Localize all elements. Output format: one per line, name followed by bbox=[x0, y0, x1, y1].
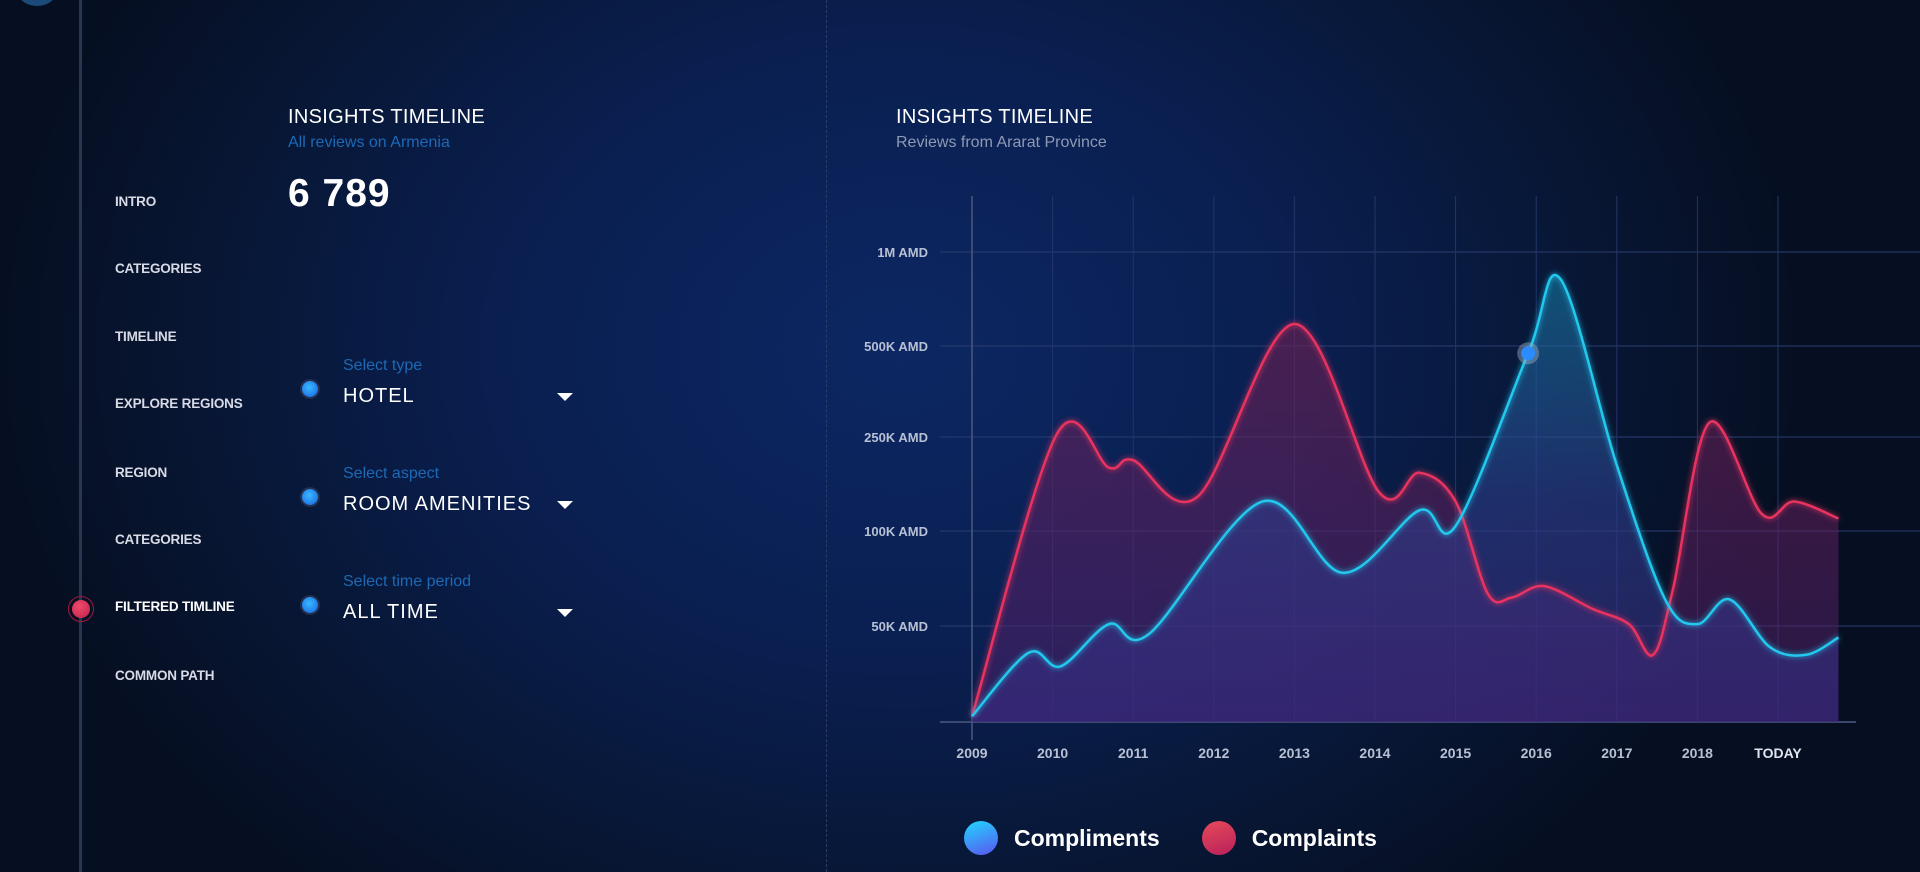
nav-item-timeline[interactable]: TIMELINE bbox=[115, 329, 177, 344]
x-tick-label: 2015 bbox=[1440, 745, 1471, 761]
filter-aspect-bullet-icon bbox=[302, 489, 318, 505]
x-tick-label: 2010 bbox=[1037, 745, 1068, 761]
legend-swatch-complaints bbox=[1201, 821, 1236, 855]
x-tick-label: 2011 bbox=[1118, 745, 1149, 761]
nav-item-intro[interactable]: INTRO bbox=[115, 194, 156, 209]
filter-aspect-select[interactable]: ROOM AMENITIES bbox=[343, 493, 532, 515]
legend: Compliments Complaints bbox=[964, 821, 1377, 855]
nav-item-filtered-timline[interactable]: FILTERED TIMLINE bbox=[115, 599, 235, 614]
filter-time-period-label: Select time period bbox=[343, 573, 472, 590]
chart-title: INSIGHTS TIMELINE bbox=[896, 106, 1093, 128]
x-tick-label: TODAY bbox=[1754, 745, 1802, 761]
filter-time-period-bullet-icon bbox=[302, 597, 318, 613]
x-tick-label: 2009 bbox=[956, 745, 987, 761]
total-reviews-count: 6 789 bbox=[288, 172, 391, 215]
y-tick-label: 500K AMD bbox=[864, 339, 928, 354]
y-tick-label: 250K AMD bbox=[864, 430, 928, 445]
summary-title: INSIGHTS TIMELINE bbox=[288, 106, 485, 128]
filter-aspect-chevron-down-icon[interactable] bbox=[557, 501, 573, 509]
filter-type-chevron-down-icon[interactable] bbox=[557, 393, 573, 401]
legend-label-complaints: Complaints bbox=[1251, 824, 1377, 851]
legend-swatch-compliments bbox=[964, 821, 998, 855]
filter-time-period-select[interactable]: ALL TIME bbox=[343, 601, 439, 623]
nav-rail bbox=[79, 0, 82, 872]
nav-item-categories[interactable]: CATEGORIES bbox=[115, 261, 202, 276]
active-nav-indicator bbox=[68, 596, 94, 622]
nav-item-categories[interactable]: CATEGORIES bbox=[115, 532, 202, 547]
nav-item-common-path[interactable]: COMMON PATH bbox=[115, 668, 215, 683]
filter-type-bullet-icon bbox=[302, 381, 318, 397]
summary-subtitle: All reviews on Armenia bbox=[288, 134, 450, 151]
x-tick-label: 2016 bbox=[1521, 745, 1552, 761]
filter-type-select[interactable]: HOTEL bbox=[343, 385, 415, 407]
filter-aspect-label: Select aspect bbox=[343, 465, 440, 482]
nav-item-explore-regions[interactable]: EXPLORE REGIONS bbox=[115, 396, 243, 411]
top-nav-node[interactable] bbox=[17, 0, 57, 6]
y-tick-label: 1M AMD bbox=[877, 245, 928, 260]
legend-label-compliments: Compliments bbox=[1014, 824, 1160, 851]
y-tick-label: 50K AMD bbox=[871, 619, 928, 634]
chart-subtitle: Reviews from Ararat Province bbox=[896, 134, 1107, 151]
line-compliments bbox=[971, 273, 1840, 718]
area-compliments bbox=[972, 274, 1839, 722]
section-divider bbox=[826, 0, 827, 872]
filter-time-period-chevron-down-icon[interactable] bbox=[557, 609, 573, 617]
x-tick-label: 2013 bbox=[1279, 745, 1310, 761]
line-complaints bbox=[970, 322, 1839, 717]
highlight-point bbox=[1521, 346, 1536, 361]
x-tick-label: 2014 bbox=[1359, 745, 1390, 761]
x-tick-label: 2017 bbox=[1601, 745, 1632, 761]
x-tick-label: 2018 bbox=[1682, 745, 1713, 761]
nav-item-region[interactable]: REGION bbox=[115, 465, 168, 480]
x-tick-label: 2012 bbox=[1198, 745, 1229, 761]
y-tick-label: 100K AMD bbox=[864, 524, 928, 539]
filter-type-label: Select type bbox=[343, 357, 423, 374]
